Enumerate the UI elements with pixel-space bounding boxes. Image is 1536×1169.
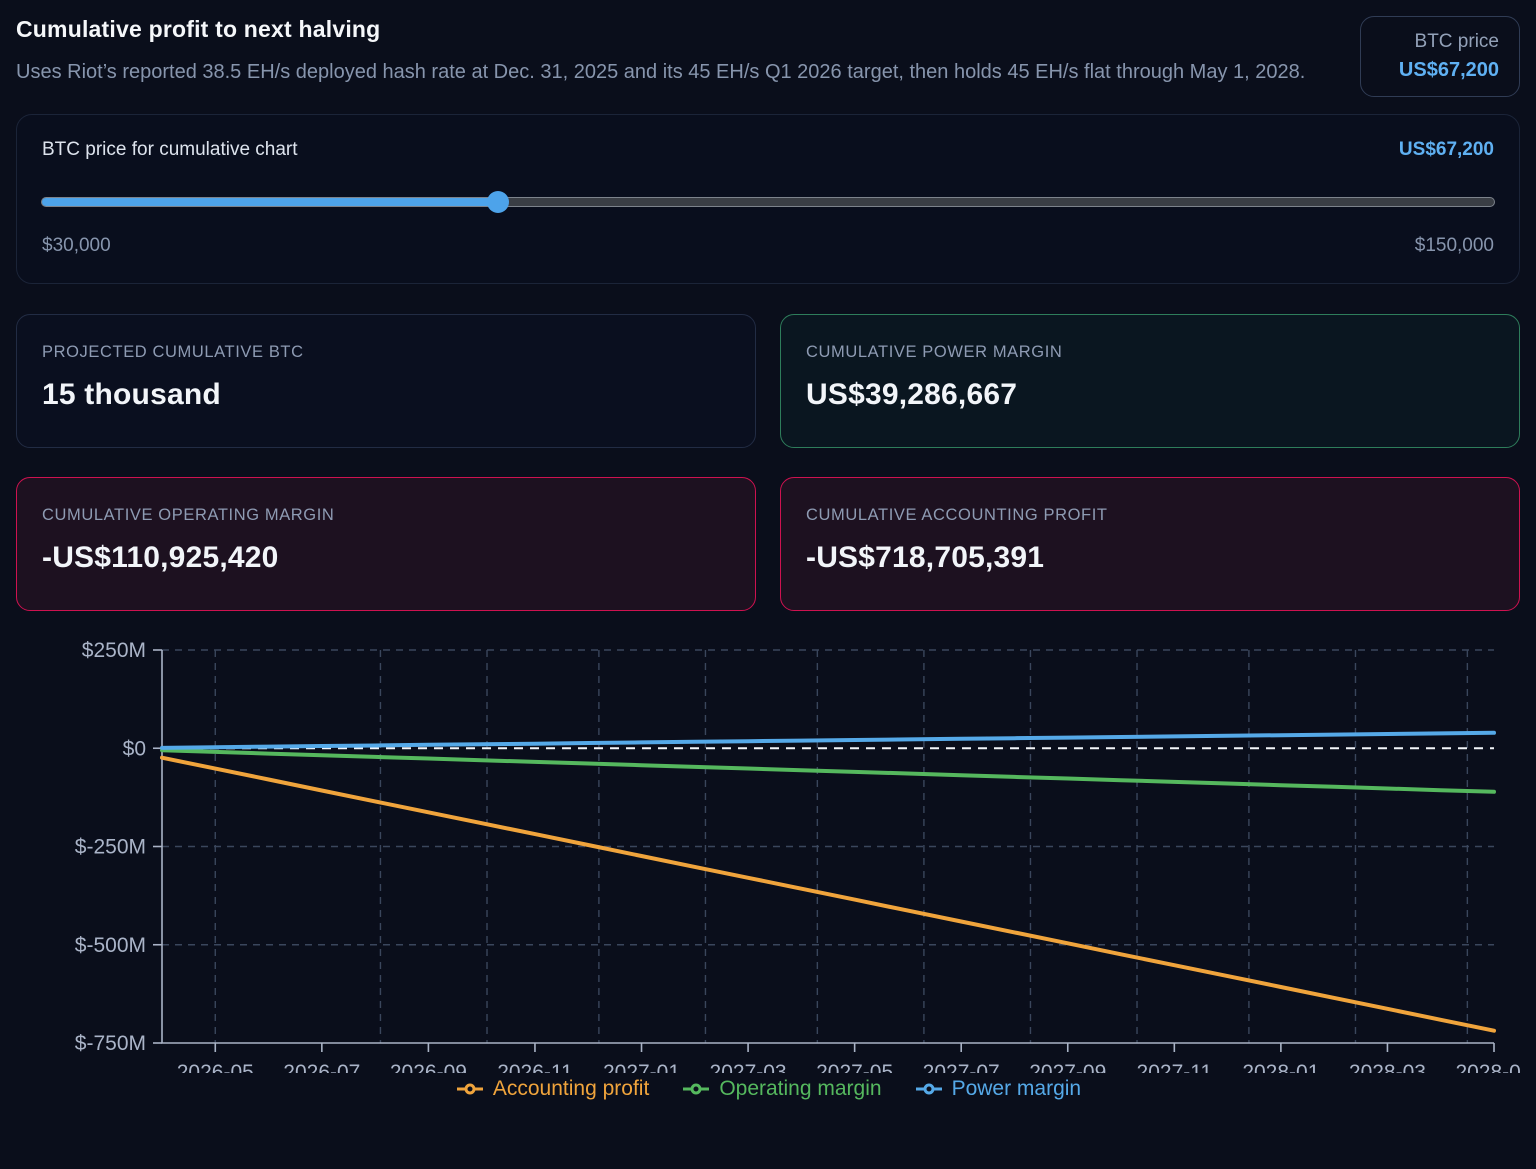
page-title: Cumulative profit to next halving <box>16 16 381 42</box>
btc-price-badge-value: US$67,200 <box>1398 59 1499 81</box>
btc-price-badge: BTC price US$67,200 <box>1360 16 1520 97</box>
x-tick-label: 2028-03 <box>1349 1061 1426 1073</box>
slider-current-value: US$67,200 <box>1398 139 1494 160</box>
x-tick-label: 2028-01 <box>1242 1061 1319 1073</box>
legend-marker-icon <box>456 1083 483 1095</box>
page-subtitle: Uses Riot’s reported 38.5 EH/s deployed … <box>16 61 1306 83</box>
x-tick-label: 2026-07 <box>283 1061 360 1073</box>
y-tick-label: $0 <box>123 737 146 760</box>
slider-thumb[interactable] <box>486 191 509 213</box>
stat-card-cumulative-power-margin: CUMULATIVE POWER MARGIN US$39,286,667 <box>780 314 1520 448</box>
x-tick-label: 2027-11 <box>1137 1061 1213 1073</box>
legend-label: Power margin <box>951 1077 1082 1100</box>
x-tick-label: 2026-11 <box>497 1061 573 1073</box>
legend-label: Accounting profit <box>492 1077 650 1100</box>
x-tick-label: 2027-03 <box>710 1061 787 1073</box>
stat-card-projected-cumulative-btc: PROJECTED CUMULATIVE BTC 15 thousand <box>16 314 756 448</box>
legend-label: Operating margin <box>719 1077 882 1100</box>
x-tick-label: 2028-05 <box>1455 1061 1520 1073</box>
chart-plot-area[interactable]: $250M $0 $-250M $-500M $-750M 2026-05 2026-07 2… <box>16 629 1520 1073</box>
btc-price-slider[interactable] <box>42 191 1494 213</box>
y-tick-label: $250M <box>82 639 146 662</box>
stat-label: CUMULATIVE OPERATING MARGIN <box>42 506 335 524</box>
legend-item-operating-margin[interactable]: Operating margin <box>681 1077 882 1101</box>
stat-label: PROJECTED CUMULATIVE BTC <box>42 343 304 361</box>
y-tick-label: $-750M <box>75 1032 146 1055</box>
stat-value: -US$718,705,391 <box>806 541 1045 574</box>
btc-price-badge-label: BTC price <box>1414 31 1499 52</box>
legend-marker-icon <box>683 1083 710 1095</box>
slider-fill <box>42 198 498 206</box>
slider-track[interactable] <box>42 191 1494 213</box>
slider-min-label: $30,000 <box>42 235 111 256</box>
series-line-accounting-profit <box>160 755 1496 1033</box>
x-tick-label: 2027-09 <box>1029 1061 1106 1073</box>
series-line-operating-margin <box>160 748 1496 794</box>
slider-max-label: $150,000 <box>1414 235 1494 256</box>
x-tick-label: 2026-09 <box>390 1061 467 1073</box>
x-tick-label: 2027-01 <box>603 1061 680 1073</box>
slider-label: BTC price for cumulative chart <box>42 139 298 160</box>
legend-item-accounting-profit[interactable]: Accounting profit <box>455 1077 649 1101</box>
stat-value: 15 thousand <box>42 378 221 411</box>
stat-value: -US$110,925,420 <box>42 541 279 574</box>
legend-item-power-margin[interactable]: Power margin <box>914 1077 1082 1101</box>
x-tick-label: 2026-05 <box>177 1061 254 1073</box>
stat-label: CUMULATIVE POWER MARGIN <box>806 343 1063 361</box>
chart-legend: Accounting profit Operating margin Power m… <box>16 1077 1520 1101</box>
stat-value: US$39,286,667 <box>806 378 1018 411</box>
stat-card-cumulative-operating-margin: CUMULATIVE OPERATING MARGIN -US$110,925,… <box>16 477 756 611</box>
page-header: Cumulative profit to next halving Uses R… <box>16 16 1520 97</box>
stat-label: CUMULATIVE ACCOUNTING PROFIT <box>806 506 1108 524</box>
x-tick-label: 2027-05 <box>816 1061 893 1073</box>
x-tick-label: 2027-07 <box>923 1061 1000 1073</box>
series-line-power-margin <box>160 730 1496 750</box>
stats-grid: PROJECTED CUMULATIVE BTC 15 thousand CUM… <box>16 314 1520 611</box>
legend-marker-icon <box>915 1083 942 1095</box>
stat-card-cumulative-accounting-profit: CUMULATIVE ACCOUNTING PROFIT -US$718,705… <box>780 477 1520 611</box>
btc-price-slider-card: BTC price for cumulative chart US$67,200… <box>16 114 1520 284</box>
y-tick-label: $-250M <box>75 836 146 859</box>
y-tick-label: $-500M <box>75 934 146 957</box>
cumulative-profit-chart: $250M $0 $-250M $-500M $-750M 2026-05 2026-07 2… <box>16 629 1520 1101</box>
